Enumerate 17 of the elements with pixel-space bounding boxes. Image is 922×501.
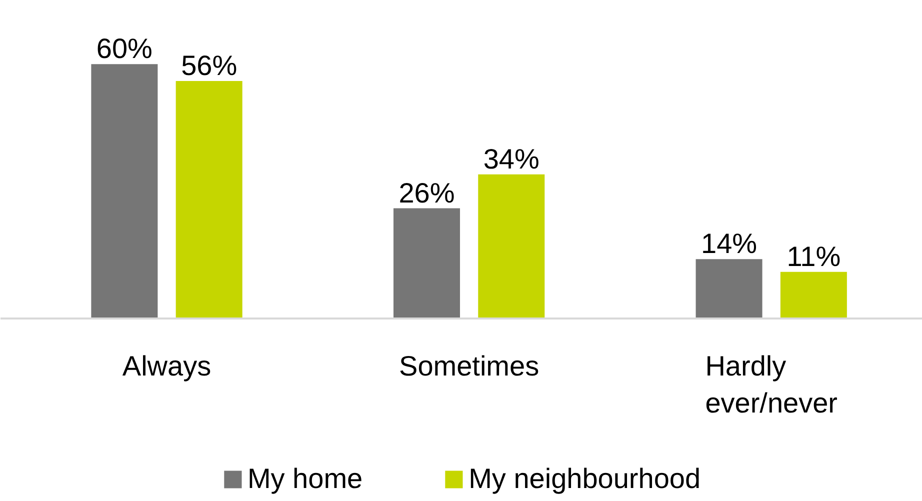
x-tick-label: Sometimes bbox=[399, 350, 540, 382]
x-tick-label: Hardly ever/never bbox=[705, 350, 838, 419]
data-label: 56% bbox=[181, 50, 238, 82]
data-label: 14% bbox=[701, 228, 758, 260]
bar bbox=[91, 64, 158, 318]
bar bbox=[478, 174, 545, 318]
legend-label: My home bbox=[247, 463, 363, 495]
x-tick-label: Always bbox=[122, 350, 212, 382]
data-label: 11% bbox=[786, 240, 841, 272]
legend-label: My neighbourhood bbox=[468, 463, 701, 495]
bar bbox=[176, 81, 242, 318]
bar bbox=[696, 259, 762, 318]
bar bbox=[393, 208, 460, 318]
data-label: 60% bbox=[96, 33, 152, 64]
data-label: 26% bbox=[398, 177, 455, 208]
bar bbox=[780, 272, 847, 318]
data-label: 34% bbox=[483, 143, 540, 174]
